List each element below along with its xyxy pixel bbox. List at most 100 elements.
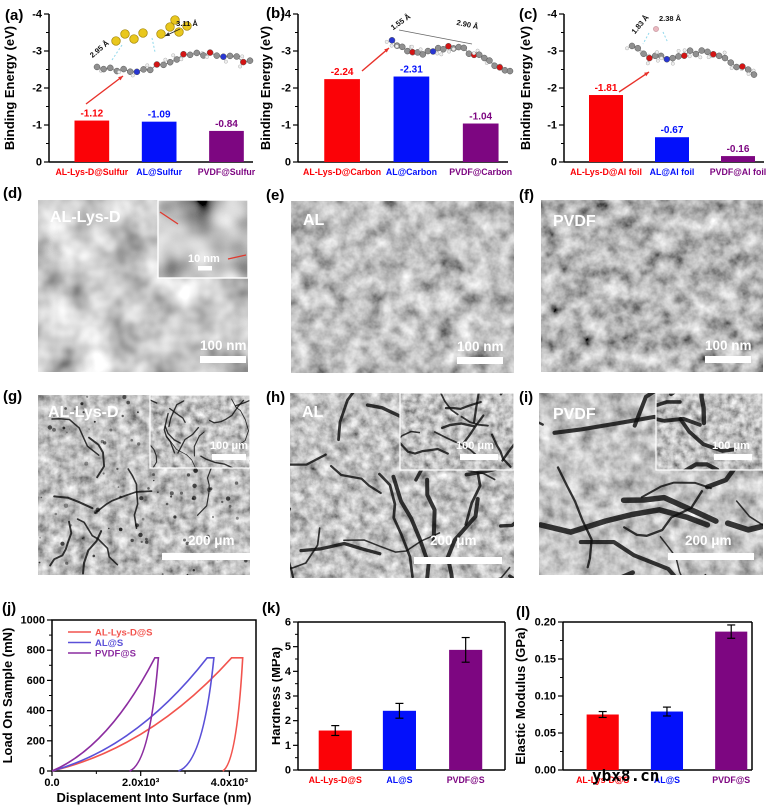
crack	[400, 430, 421, 439]
annotation-arrow-head	[384, 48, 389, 53]
pore	[193, 468, 198, 473]
chart-text: PVDF@S	[712, 775, 750, 785]
crack	[620, 494, 719, 524]
atom	[388, 37, 396, 44]
crack	[623, 490, 704, 537]
chart-text: -3	[281, 46, 291, 58]
pore	[186, 473, 191, 477]
panel-f-tag: (f)	[519, 187, 534, 204]
atom	[120, 65, 127, 73]
tem-noise-texture	[541, 200, 763, 372]
pore	[147, 487, 150, 490]
annotation-arrow-head	[644, 72, 649, 77]
atom	[646, 54, 653, 62]
sem-inset-cracks	[150, 398, 250, 468]
crack	[193, 431, 205, 457]
chart-text: PVDF@Sulfur	[198, 167, 256, 177]
atom	[681, 52, 688, 59]
crack	[290, 507, 295, 578]
hydrogen-atom	[670, 61, 675, 66]
bar	[586, 714, 619, 770]
chart-text: 0.10	[535, 691, 556, 703]
sulfur-atom	[182, 21, 192, 31]
hydrogen-atom	[240, 54, 245, 59]
curve-AL-Lys-D@S	[51, 657, 244, 772]
sem-image-al-lys-d: 100 μm AL-Lys-D 200 μm	[38, 395, 250, 575]
hydrogen-atom	[687, 54, 692, 59]
sulfur-atom	[165, 22, 175, 32]
inset-border	[399, 393, 514, 471]
crack	[656, 416, 702, 427]
hydrogen-atom	[746, 72, 751, 76]
pore	[62, 426, 66, 430]
atom	[698, 47, 705, 54]
chart-text: 0	[285, 765, 291, 777]
hydrogen-atom	[223, 59, 228, 64]
hydrogen-atom	[117, 70, 121, 74]
pore	[122, 395, 127, 400]
crack	[578, 539, 677, 575]
bar	[318, 730, 352, 770]
scale-bar	[162, 553, 250, 560]
chart-text: -1	[281, 120, 291, 132]
chart-text: AL@S	[386, 775, 412, 785]
atom	[715, 52, 723, 60]
pore	[192, 483, 197, 488]
annotation-arrow	[618, 71, 650, 93]
pore	[65, 561, 69, 565]
atom	[107, 64, 114, 72]
crack	[94, 490, 153, 514]
pore	[173, 515, 177, 519]
pore	[126, 400, 130, 405]
pore	[169, 491, 174, 496]
crack	[299, 541, 382, 556]
crack	[425, 477, 437, 543]
atom	[628, 42, 636, 50]
pore	[82, 411, 85, 414]
atom	[733, 63, 740, 71]
bar	[721, 156, 755, 162]
chart-text: -2	[32, 83, 42, 95]
atom	[496, 64, 503, 71]
pore	[170, 495, 173, 498]
pore	[141, 517, 145, 521]
atom	[226, 52, 234, 60]
crack	[656, 400, 682, 408]
chart-text: 3.11 Å	[176, 19, 198, 28]
inset-scale-bar	[198, 266, 212, 271]
hydrogen-atom	[171, 53, 176, 58]
bar	[715, 631, 748, 770]
crack	[177, 426, 200, 454]
chart-text: -1.09	[148, 110, 171, 121]
crack	[290, 453, 327, 466]
crack	[337, 393, 355, 442]
atom	[475, 51, 483, 59]
chart-text: Binding Energy (eV)	[258, 26, 273, 150]
sulfur-atom	[170, 15, 180, 25]
crack	[168, 400, 185, 428]
chart-text: 1.55 Å	[389, 12, 413, 32]
chart-text: 5	[285, 641, 291, 653]
h-bond-atom	[653, 26, 659, 32]
crack	[196, 463, 214, 516]
chart-text: Binding Energy (eV)	[518, 26, 533, 150]
panel-a-tag: (a)	[5, 7, 24, 24]
hydrogen-atom	[447, 49, 451, 54]
chart-text: -2.31	[400, 65, 423, 76]
pore	[38, 561, 41, 564]
annotation-arrow-head	[165, 32, 170, 36]
pore	[118, 527, 123, 532]
chart-text: AL@Sulfur	[136, 167, 182, 177]
watermark: ybx8.cn	[592, 766, 660, 785]
sulfur-atom	[138, 28, 148, 38]
crack	[473, 393, 480, 424]
chart-text: 400	[27, 705, 45, 717]
atom	[429, 48, 437, 55]
atom	[153, 61, 161, 68]
chart-text: 800	[27, 645, 45, 657]
inset-scale-label: 100 μm	[712, 440, 750, 452]
crack	[53, 495, 94, 510]
atom	[160, 61, 167, 69]
crack	[290, 527, 321, 569]
atom	[186, 51, 194, 59]
